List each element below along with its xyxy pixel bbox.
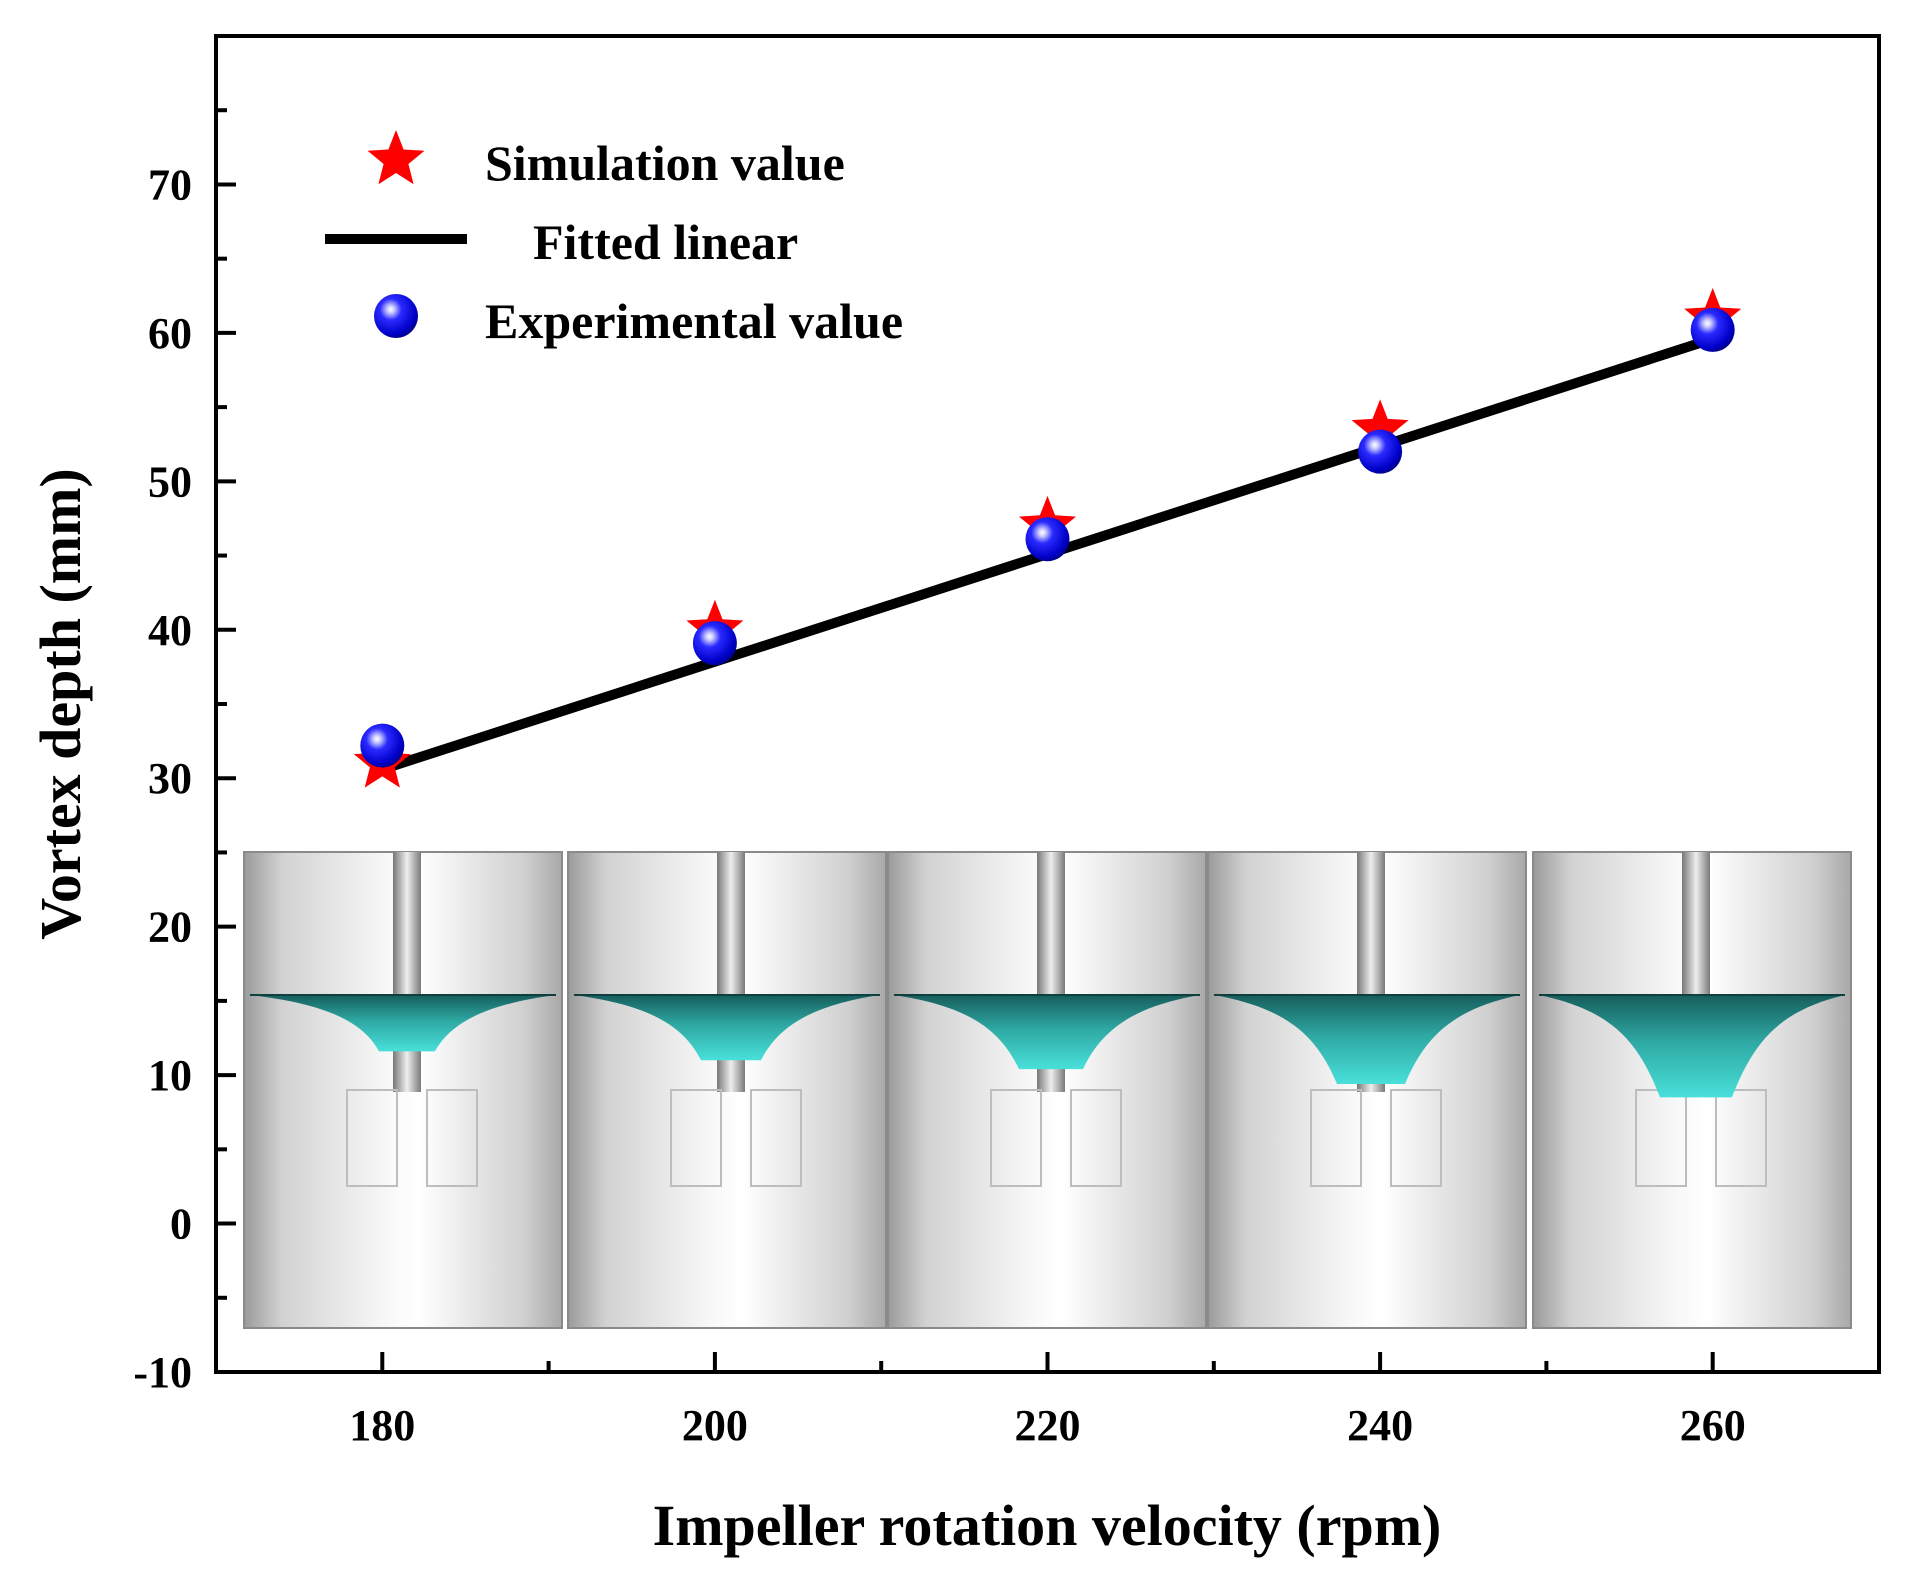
y-tick-label: 70: [148, 160, 192, 209]
y-tick-label: 60: [148, 309, 192, 358]
vortex-surface: [574, 995, 880, 1061]
impeller-blade: [1390, 1089, 1442, 1187]
impeller-blade: [1310, 1089, 1362, 1187]
impeller-blade: [426, 1089, 478, 1187]
legend-fitted-label: Fitted linear: [533, 214, 798, 270]
impeller-blade: [990, 1089, 1042, 1187]
x-axis-title: Impeller rotation velocity (rpm): [653, 1493, 1442, 1558]
y-tick-label: 40: [148, 606, 192, 655]
experimental-point: [1358, 429, 1403, 474]
experimental-point: [1690, 307, 1735, 352]
experimental-point: [692, 621, 737, 666]
x-tick-label: 260: [1680, 1401, 1746, 1450]
impeller-blade: [1070, 1089, 1122, 1187]
simulation-point: [1351, 399, 1409, 454]
experimental-point: [360, 723, 405, 768]
vortex-surface: [894, 995, 1200, 1070]
y-tick-label: 50: [148, 457, 192, 506]
vortex-surface: [1214, 995, 1520, 1085]
legend-experimental-label: Experimental value: [485, 293, 903, 349]
x-tick-label: 200: [682, 1401, 748, 1450]
impeller-blade: [1715, 1089, 1767, 1187]
y-tick-label: 30: [148, 754, 192, 803]
vortex-panel-180: [243, 851, 563, 1329]
experimental-point: [1025, 517, 1070, 562]
y-tick-label: -10: [133, 1348, 192, 1397]
experimental-series: [360, 307, 1735, 768]
impeller-blade: [346, 1089, 398, 1187]
y-tick-label: 20: [148, 903, 192, 952]
x-tick-label: 180: [349, 1401, 415, 1450]
x-tick-label: 240: [1347, 1401, 1413, 1450]
x-tick-label: 220: [1015, 1401, 1081, 1450]
y-axis-title: Vortex depth (mm): [28, 468, 93, 939]
y-tick-label: 0: [170, 1200, 192, 1249]
vortex-panel-240: [1207, 851, 1527, 1329]
impeller-blade: [750, 1089, 802, 1187]
vortex-panel-260: [1532, 851, 1852, 1329]
vortex-surface: [1539, 995, 1845, 1098]
vortex-panel-220: [887, 851, 1207, 1329]
legend-simulation-label: Simulation value: [485, 135, 845, 191]
legend-star-icon: [367, 130, 425, 185]
legend: Simulation value Fitted linear Experimen…: [325, 130, 903, 349]
vortex-render-inset: [243, 851, 1852, 1329]
vortex-panel-200: [567, 851, 887, 1329]
y-tick-label: 10: [148, 1051, 192, 1100]
impeller-blade: [670, 1089, 722, 1187]
axes: -10 0 10 20 30 40 50 60 70 180 200 220 240 260: [133, 34, 1746, 1450]
vortex-surface: [250, 995, 556, 1052]
impeller-shaft: [393, 852, 421, 1092]
legend-sphere-icon: [374, 294, 418, 338]
